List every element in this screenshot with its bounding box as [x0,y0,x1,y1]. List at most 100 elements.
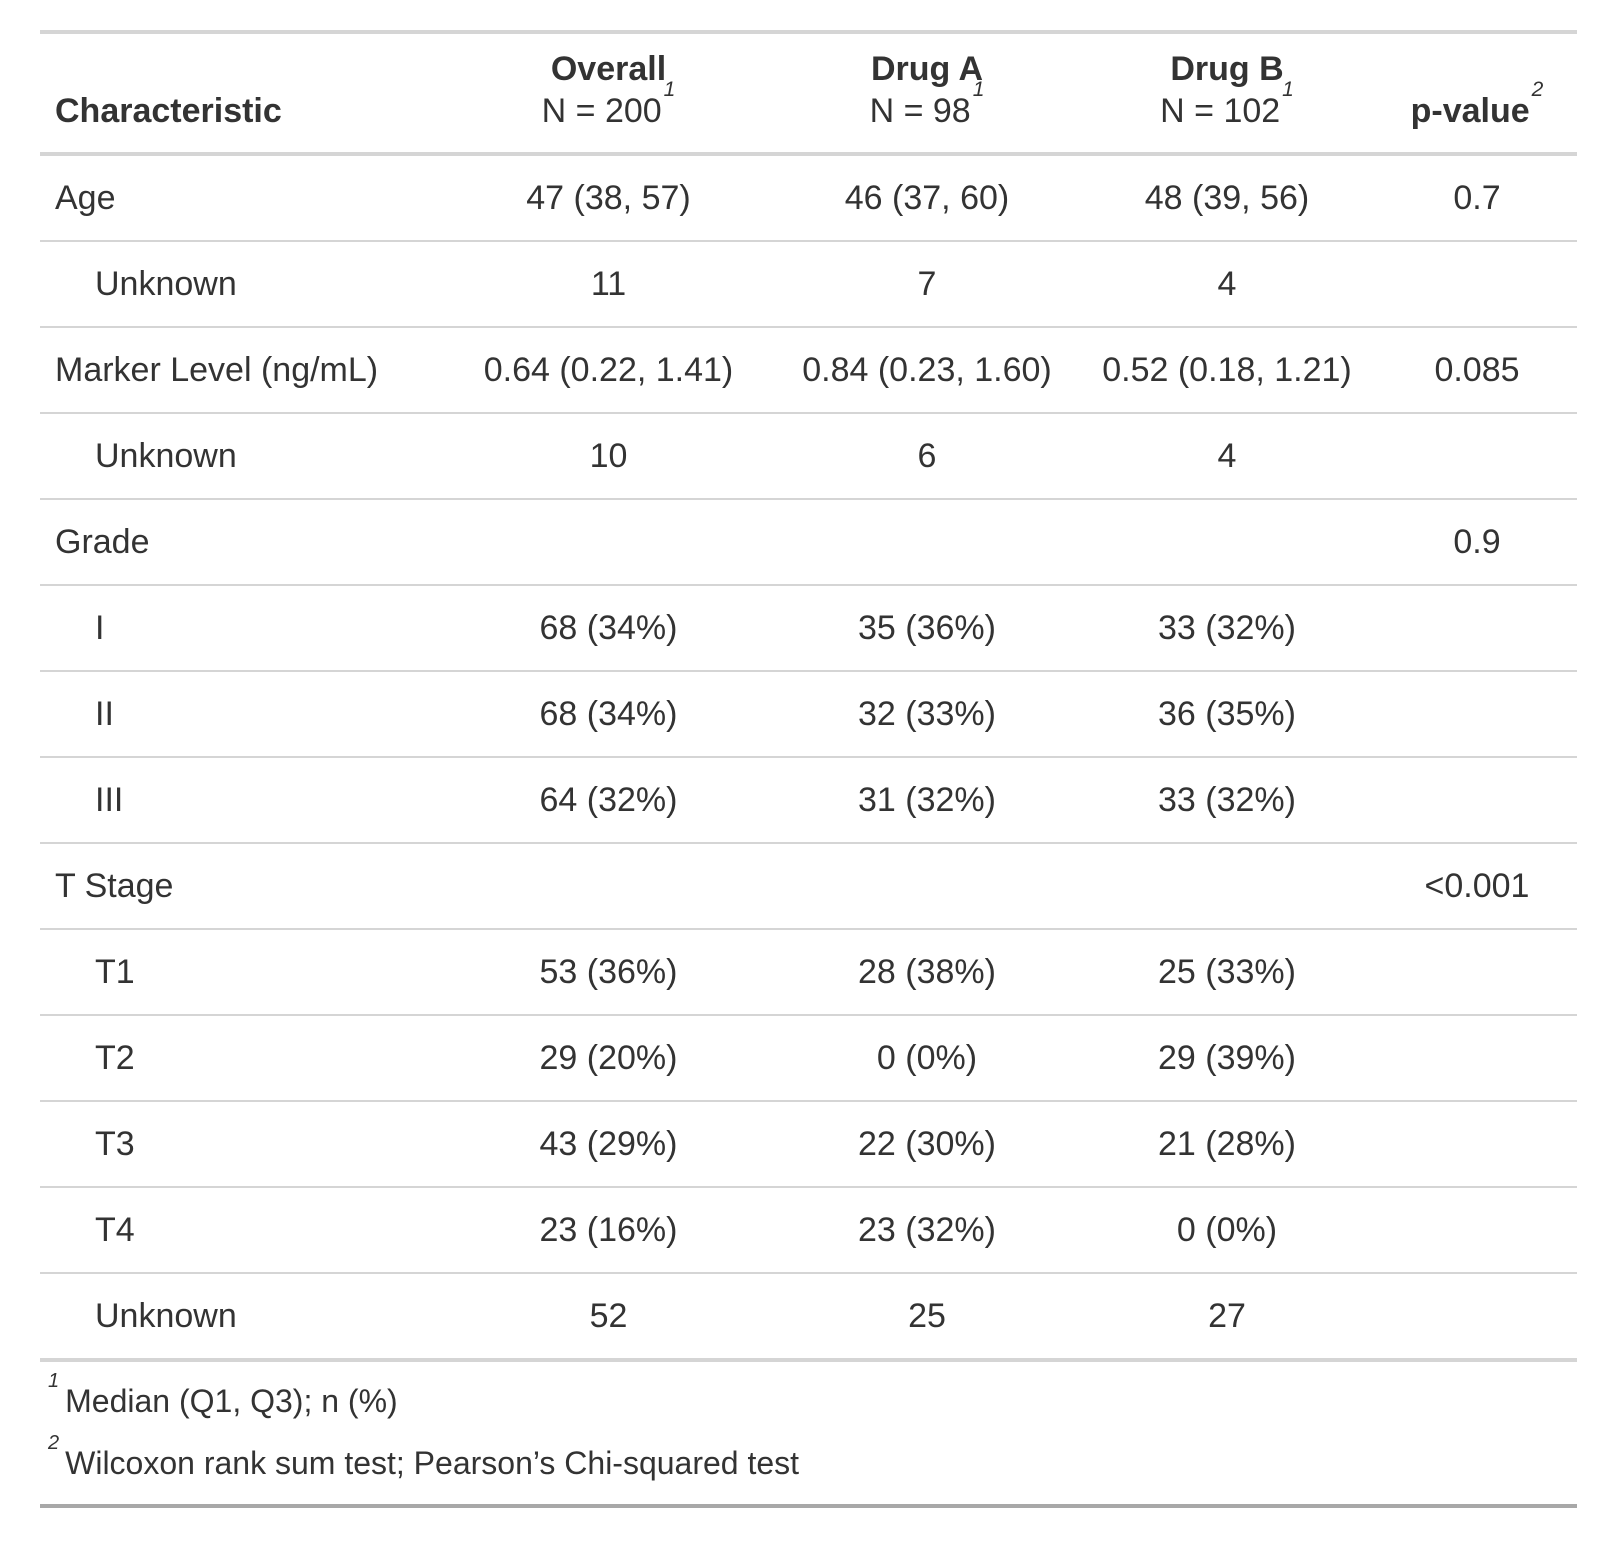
p-value-cell [1377,585,1577,672]
drug-b-header-label: Drug B [1170,50,1284,88]
row-label-cell: T2 [40,1015,440,1102]
row-label-cell: T1 [40,929,440,1016]
footnote-1: 1Median (Q1, Q3); n (%) [48,1370,1577,1432]
p-value-cell [1377,1187,1577,1274]
row-label-cell: T Stage [40,843,440,930]
footnote-2: 2Wilcoxon rank sum test; Pearson’s Chi-s… [48,1432,1577,1494]
footnote-1-text: Median (Q1, Q3); n (%) [65,1383,398,1419]
table-row: I 68 (34%) 35 (36%) 33 (32%) [40,585,1577,672]
col-header-drug-b: Drug B N = 1021 [1077,30,1377,156]
row-label-cell: Grade [40,499,440,586]
overall-value-cell: 11 [440,241,777,328]
table-row: T4 23 (16%) 23 (32%) 0 (0%) [40,1187,1577,1274]
drug-b-value-cell: 48 (39, 56) [1077,154,1377,242]
overall-value-cell: 68 (34%) [440,671,777,758]
table-row: Age 47 (38, 57) 46 (37, 60) 48 (39, 56) … [40,154,1577,242]
p-value-cell [1377,413,1577,500]
p-value-cell: 0.9 [1377,499,1577,586]
table-row: Marker Level (ng/mL) 0.64 (0.22, 1.41) 0… [40,327,1577,414]
footnote-mark-1: 1 [972,77,985,101]
drug-b-value-cell: 29 (39%) [1077,1015,1377,1102]
drug-b-value-cell: 33 (32%) [1077,757,1377,844]
drug-b-value-cell: 4 [1077,241,1377,328]
p-value-cell [1377,241,1577,328]
row-label-cell: Unknown [40,413,440,500]
overall-value-cell: 10 [440,413,777,500]
footnote-mark-1: 1 [663,77,676,101]
drug-a-value-cell [777,499,1077,586]
drug-b-value-cell: 21 (28%) [1077,1101,1377,1188]
overall-header-label: Overall [550,50,667,88]
col-header-characteristic: Characteristic [40,30,440,156]
table-row: Grade 0.9 [40,499,1577,586]
drug-b-value-cell: 4 [1077,413,1377,500]
p-value-cell [1377,1101,1577,1188]
drug-b-value-cell [1077,499,1377,586]
table-row: Unknown 10 6 4 [40,413,1577,500]
drug-b-header-n: N = 1021 [1160,77,1294,130]
p-value-cell: <0.001 [1377,843,1577,930]
table-row: T Stage <0.001 [40,843,1577,930]
overall-value-cell: 29 (20%) [440,1015,777,1102]
overall-value-cell: 64 (32%) [440,757,777,844]
drug-a-value-cell: 22 (30%) [777,1101,1077,1188]
p-value-cell: 0.085 [1377,327,1577,414]
drug-a-header-label: Drug A [870,50,984,88]
overall-value-cell: 43 (29%) [440,1101,777,1188]
footnote-2-text: Wilcoxon rank sum test; Pearson’s Chi-sq… [65,1445,800,1481]
row-label-cell: T3 [40,1101,440,1188]
drug-a-value-cell: 6 [777,413,1077,500]
drug-b-value-cell: 36 (35%) [1077,671,1377,758]
overall-value-cell: 52 [440,1273,777,1362]
overall-header-n: N = 2001 [541,77,676,130]
overall-value-cell [440,843,777,930]
p-value-header-label: p-value2 [1410,77,1544,130]
row-label-cell: I [40,585,440,672]
row-label-cell: Marker Level (ng/mL) [40,327,440,414]
col-header-overall: Overall N = 2001 [440,30,777,156]
p-value-cell: 0.7 [1377,154,1577,242]
footnote-mark-1: 1 [1282,77,1294,101]
table-body: Age 47 (38, 57) 46 (37, 60) 48 (39, 56) … [40,154,1577,1362]
drug-a-header-n: N = 981 [869,77,985,130]
row-label-cell: III [40,757,440,844]
row-label-cell: Unknown [40,241,440,328]
table-row: III 64 (32%) 31 (32%) 33 (32%) [40,757,1577,844]
row-label-cell: Age [40,154,440,242]
drug-a-value-cell: 46 (37, 60) [777,154,1077,242]
col-header-drug-a: Drug A N = 981 [777,30,1077,156]
drug-a-value-cell: 0.84 (0.23, 1.60) [777,327,1077,414]
table-row: Unknown 52 25 27 [40,1273,1577,1362]
drug-a-value-cell: 35 (36%) [777,585,1077,672]
drug-a-value-cell: 25 [777,1273,1077,1362]
col-header-p-value: p-value2 [1377,30,1577,156]
p-value-cell [1377,1015,1577,1102]
table-row: T3 43 (29%) 22 (30%) 21 (28%) [40,1101,1577,1188]
row-label-cell: Unknown [40,1273,440,1362]
drug-b-value-cell [1077,843,1377,930]
table-row: Unknown 11 7 4 [40,241,1577,328]
footnotes: 1Median (Q1, Q3); n (%) 2Wilcoxon rank s… [40,1362,1577,1504]
overall-value-cell [440,499,777,586]
drug-a-value-cell: 0 (0%) [777,1015,1077,1102]
drug-a-value-cell: 28 (38%) [777,929,1077,1016]
overall-value-cell: 53 (36%) [440,929,777,1016]
drug-a-value-cell: 23 (32%) [777,1187,1077,1274]
row-label-cell: T4 [40,1187,440,1274]
overall-value-cell: 23 (16%) [440,1187,777,1274]
drug-b-value-cell: 0.52 (0.18, 1.21) [1077,327,1377,414]
row-label-cell: II [40,671,440,758]
drug-b-value-cell: 33 (32%) [1077,585,1377,672]
drug-a-value-cell: 7 [777,241,1077,328]
header-row: Characteristic Overall N = 2001 Drug A N… [40,30,1577,156]
summary-table: Characteristic Overall N = 2001 Drug A N… [40,30,1577,1508]
overall-value-cell: 0.64 (0.22, 1.41) [440,327,777,414]
p-value-cell [1377,671,1577,758]
table-row: II 68 (34%) 32 (33%) 36 (35%) [40,671,1577,758]
p-value-cell [1377,929,1577,1016]
drug-b-value-cell: 0 (0%) [1077,1187,1377,1274]
footnote-1-mark: 1 [48,1370,60,1393]
drug-a-value-cell: 32 (33%) [777,671,1077,758]
p-value-cell [1377,757,1577,844]
overall-value-cell: 68 (34%) [440,585,777,672]
